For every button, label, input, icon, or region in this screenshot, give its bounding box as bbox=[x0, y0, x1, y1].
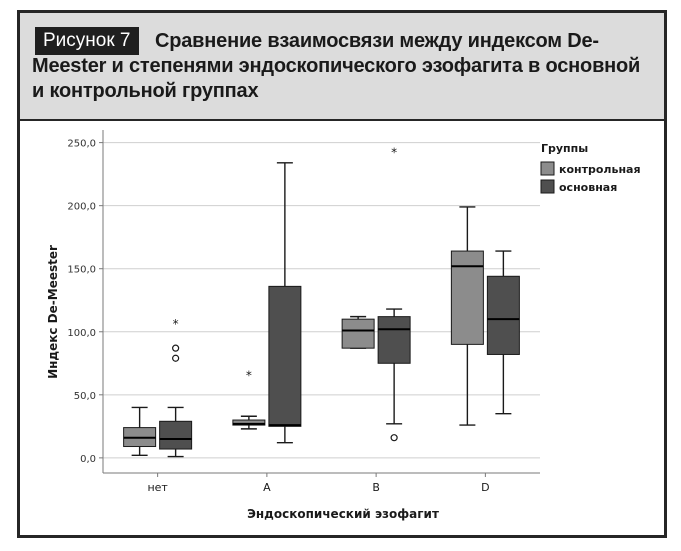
outlier-point bbox=[390, 434, 398, 442]
figure-label: Рисунок 7 bbox=[35, 27, 139, 55]
x-axis-label: Эндоскопический эзофагит bbox=[247, 507, 439, 521]
y-axis-label: Индекс De-Meester bbox=[46, 245, 60, 379]
box-основная bbox=[268, 285, 302, 427]
extreme-point: * bbox=[246, 369, 252, 383]
y-tick-label: 0,0 bbox=[80, 454, 96, 465]
box-контрольная bbox=[232, 419, 266, 426]
figure-title: Сравнение взаимосвязи между индексом De-… bbox=[32, 30, 641, 102]
extreme-point: * bbox=[173, 317, 179, 331]
x-tick-label: A bbox=[263, 481, 271, 494]
y-tick-label: 250,0 bbox=[67, 139, 96, 150]
box-основная bbox=[486, 275, 520, 355]
box-контрольная bbox=[341, 318, 375, 349]
figure-header: Сравнение взаимосвязи между индексом De-… bbox=[20, 13, 664, 121]
y-tick-label: 50,0 bbox=[74, 391, 96, 402]
box-основная bbox=[159, 420, 193, 450]
extreme-point: * bbox=[391, 145, 397, 159]
axis-layer: 0,0 50,0 100,0 150,0 200,0 250,0 нет A B D bbox=[67, 130, 540, 494]
legend-label: основная bbox=[559, 181, 617, 194]
y-tick-label: 150,0 bbox=[67, 265, 96, 276]
legend-label: контрольная bbox=[559, 163, 641, 176]
legend-title: Группы bbox=[541, 142, 588, 155]
figure-frame: Сравнение взаимосвязи между индексом De-… bbox=[17, 10, 667, 538]
box-контрольная bbox=[450, 250, 484, 345]
legend-layer: контрольная основная bbox=[540, 161, 641, 194]
box-основная bbox=[377, 316, 411, 364]
box-layer: * * * bbox=[123, 145, 520, 458]
legend-swatch bbox=[540, 179, 555, 194]
x-tick-label: D bbox=[481, 481, 489, 494]
x-tick-label: B bbox=[372, 481, 380, 494]
outlier-point bbox=[172, 344, 180, 352]
y-tick-label: 100,0 bbox=[67, 328, 96, 339]
x-tick-label: нет bbox=[147, 481, 168, 494]
y-tick-label: 200,0 bbox=[67, 202, 96, 213]
outlier-point bbox=[172, 354, 180, 362]
legend-swatch bbox=[540, 161, 555, 176]
